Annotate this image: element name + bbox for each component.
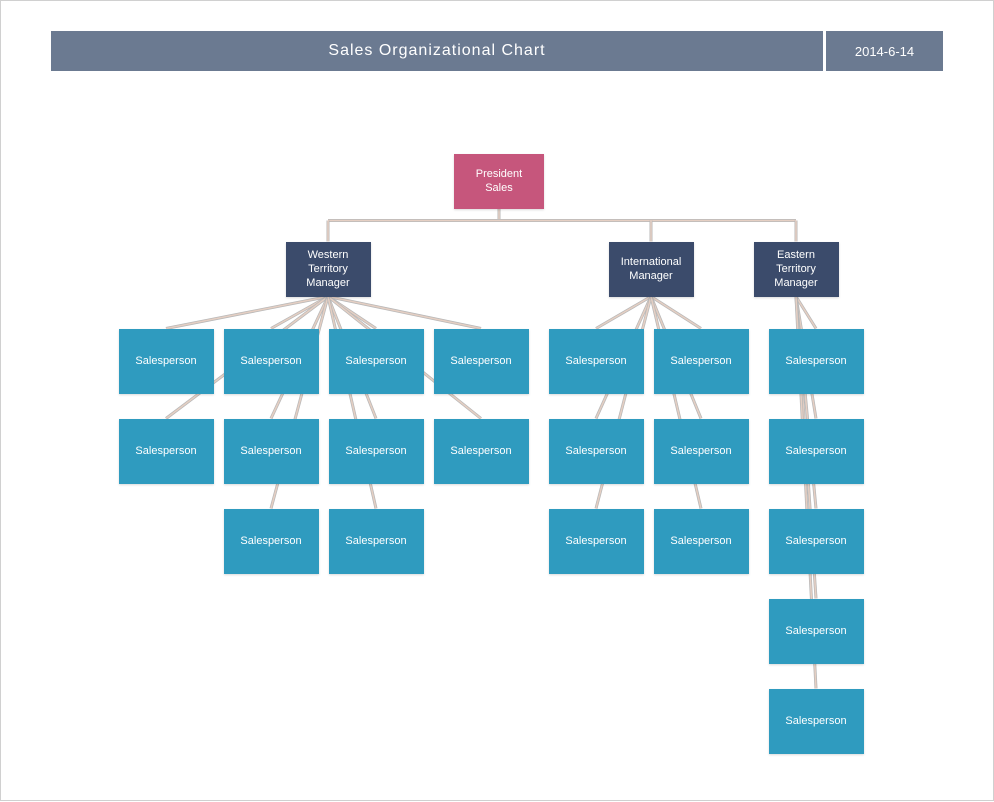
salesperson-international-2: Salesperson (549, 419, 644, 484)
salesperson-western-7: Salesperson (434, 419, 529, 484)
salesperson-western-9: Salesperson (329, 509, 424, 574)
salesperson-western-1: Salesperson (224, 329, 319, 394)
manager-node-2: EasternTerritoryManager (754, 242, 839, 297)
manager-node-0: WesternTerritoryManager (286, 242, 371, 297)
salesperson-western-2: Salesperson (329, 329, 424, 394)
salesperson-international-1: Salesperson (654, 329, 749, 394)
salesperson-western-5: Salesperson (224, 419, 319, 484)
salesperson-eastern-0: Salesperson (769, 329, 864, 394)
node-layer: PresidentSales WesternTerritoryManager Int… (1, 1, 994, 802)
salesperson-eastern-3: Salesperson (769, 599, 864, 664)
salesperson-international-5: Salesperson (654, 509, 749, 574)
salesperson-international-4: Salesperson (549, 509, 644, 574)
salesperson-eastern-2: Salesperson (769, 509, 864, 574)
salesperson-eastern-1: Salesperson (769, 419, 864, 484)
salesperson-international-0: Salesperson (549, 329, 644, 394)
manager-node-1: InternationalManager (609, 242, 694, 297)
salesperson-western-3: Salesperson (434, 329, 529, 394)
salesperson-western-0: Salesperson (119, 329, 214, 394)
salesperson-western-6: Salesperson (329, 419, 424, 484)
salesperson-western-4: Salesperson (119, 419, 214, 484)
salesperson-international-3: Salesperson (654, 419, 749, 484)
salesperson-western-8: Salesperson (224, 509, 319, 574)
salesperson-eastern-4: Salesperson (769, 689, 864, 754)
president-node: PresidentSales (454, 154, 544, 209)
